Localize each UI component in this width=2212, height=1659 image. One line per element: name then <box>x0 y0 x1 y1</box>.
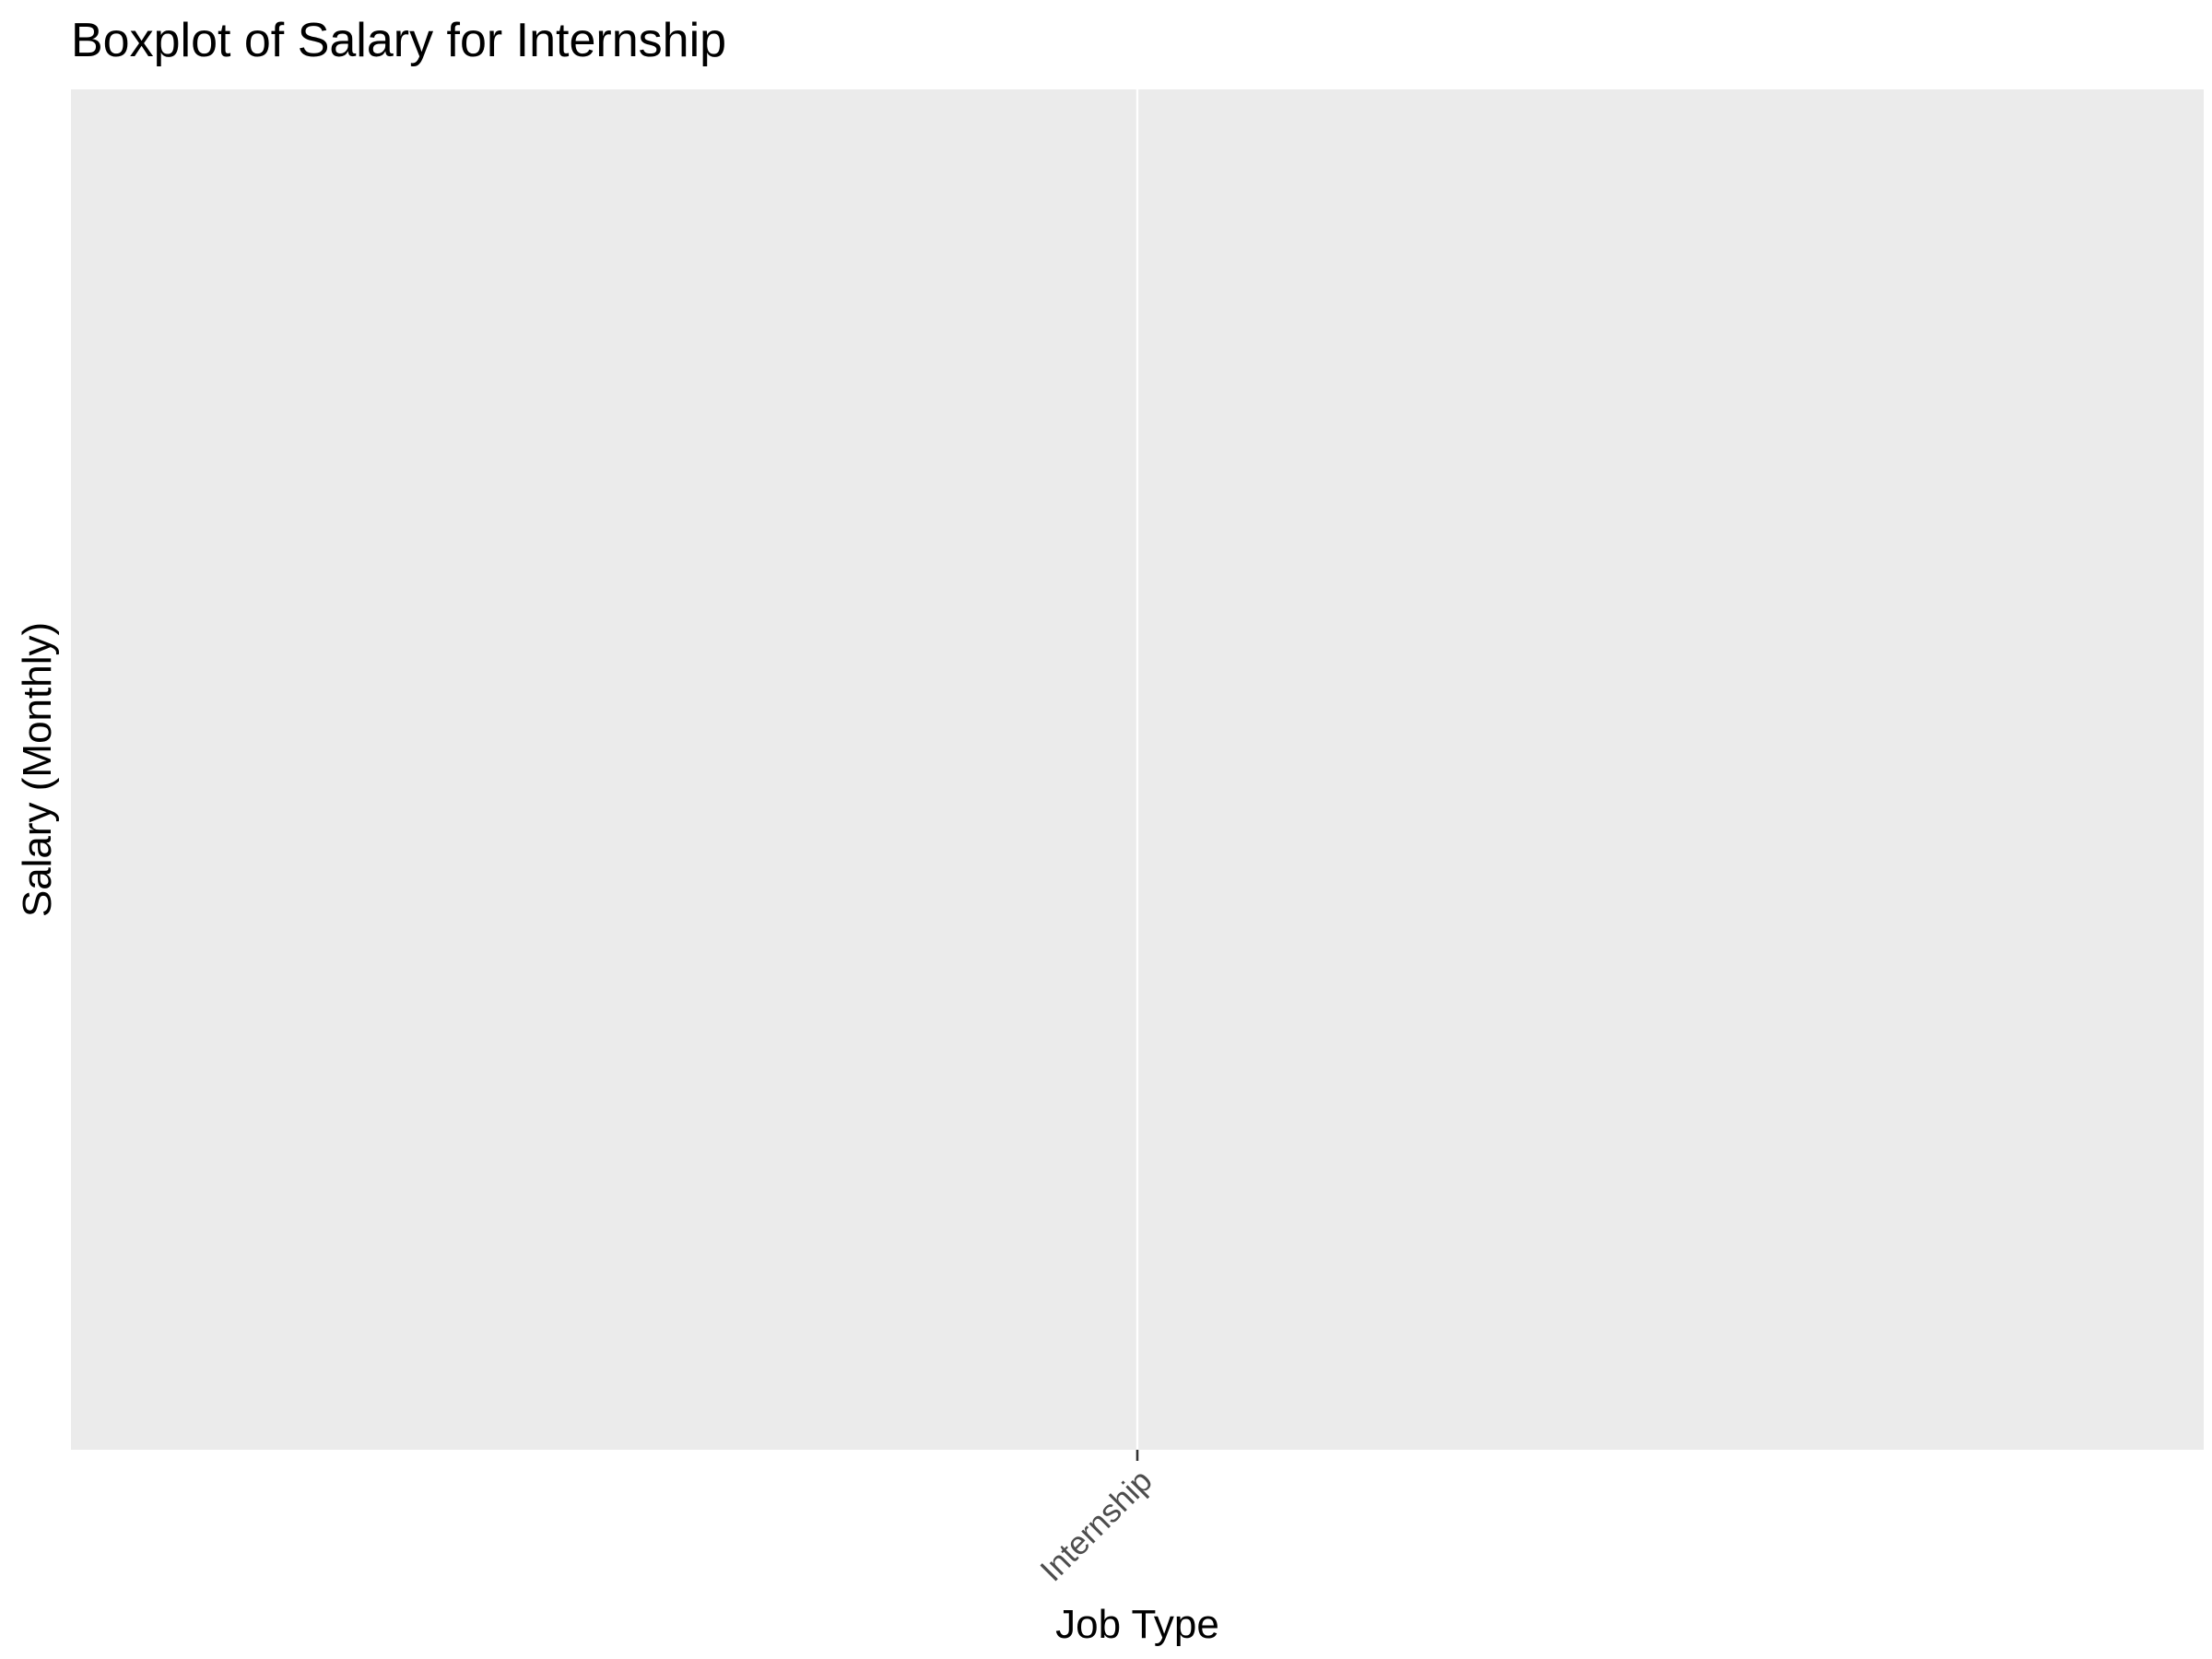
y-axis-title: Salary (Monthly) <box>15 622 60 917</box>
x-axis-title: Job Type <box>1055 1602 1219 1647</box>
chart-title: Boxplot of Salary for Internship <box>71 14 726 67</box>
